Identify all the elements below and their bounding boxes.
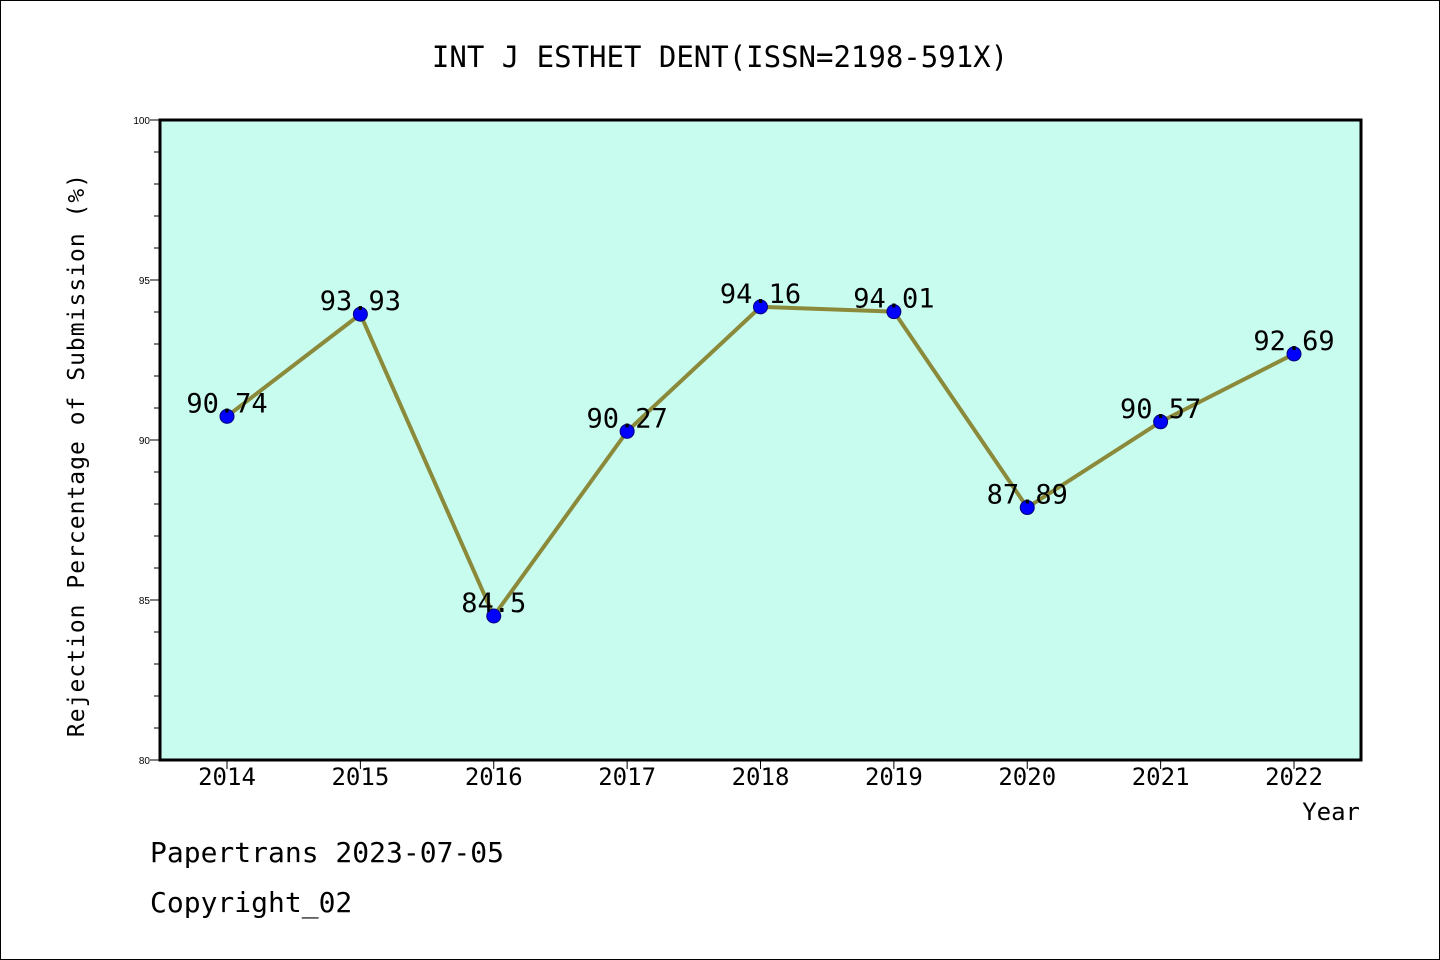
data-point [1153,414,1169,430]
data-point [753,299,768,315]
data-point [219,408,235,424]
data-point [619,423,635,439]
x-axis-ticks: 2014 2015 2016 2017 2018 2019 2020 2021 2022 [198,760,1323,791]
x-tick-label: 2020 [998,763,1056,791]
plot-area [158,118,1363,762]
x-tick-label: 2022 [1265,763,1323,791]
data-label: 90.27 [586,403,667,434]
data-point [886,304,902,320]
footer-copyright: Copyright_02 [150,886,353,919]
data-label: 94.16 [720,279,801,310]
y-axis-label: Rejection Percentage of Submission (%) [64,173,90,737]
x-tick-label: 2016 [465,763,523,791]
y-axis-ticks: 80 85 90 95 100 [133,116,160,767]
y-tick-label: 90 [139,436,151,447]
data-point [486,608,502,624]
data-point [1019,500,1035,516]
x-tick-label: 2014 [198,763,256,791]
series-rejection: 90.74 93.93 84.5 90.27 94.16 94.01 87.89 90.57 9… [186,279,1335,624]
data-label: 87.89 [987,480,1068,511]
y-tick-label: 100 [133,116,150,127]
x-tick-label: 2021 [1132,763,1190,791]
data-label: 94.01 [853,284,934,315]
data-label: 84.5 [461,588,526,619]
data-label: 93.93 [320,286,401,317]
x-tick-label: 2018 [732,763,790,791]
data-label: 90.57 [1120,394,1201,425]
x-tick-label: 2017 [598,763,656,791]
y-tick-label: 95 [139,276,151,287]
data-point [1286,346,1302,362]
x-axis-label: Year [1302,798,1360,826]
data-label: 92.69 [1253,326,1334,357]
y-tick-label: 85 [139,596,151,607]
x-tick-label: 2015 [331,763,389,791]
data-point [352,306,368,322]
y-tick-label: 80 [139,756,151,767]
footer-date: Papertrans 2023-07-05 [150,836,505,869]
chart-title: INT J ESTHET DENT(ISSN=2198-591X) [432,40,1008,74]
data-label: 90.74 [186,388,267,419]
x-tick-label: 2019 [865,763,923,791]
